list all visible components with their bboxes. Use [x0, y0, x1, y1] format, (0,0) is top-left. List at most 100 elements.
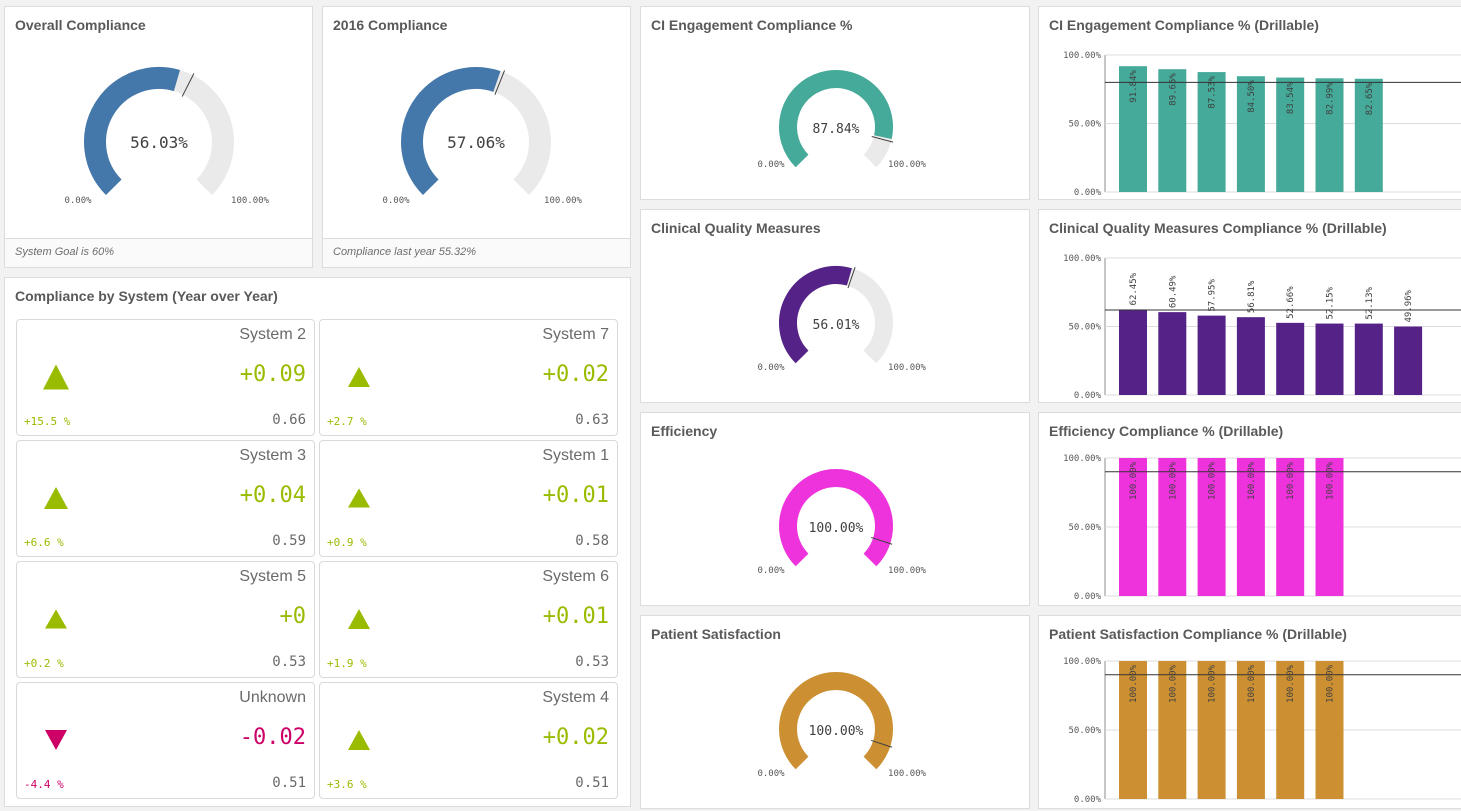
bar[interactable]: [1236, 317, 1265, 395]
bar-value-label: 89.65%: [1168, 73, 1178, 106]
y-tick-label: 100.00%: [1063, 254, 1102, 264]
panel-title: CI Engagement Compliance %: [651, 17, 853, 33]
patient-satisfaction-bar-chart[interactable]: 100.00% 50.00% 0.00% 100.00% 100.00% 100.00% 1…: [1039, 616, 1461, 810]
bar[interactable]: [1276, 322, 1305, 395]
bar[interactable]: [1158, 458, 1187, 596]
kpi-current-value: 0.58: [575, 533, 609, 549]
panel-title: Efficiency Compliance % (Drillable): [1049, 423, 1284, 439]
patient-satisfaction-gauge: 100.00% 0.00% 100.00%: [757, 672, 927, 779]
kpi-card[interactable]: System 7 +0.02 +2.7 % 0.63: [319, 319, 618, 436]
bar[interactable]: [1197, 458, 1226, 596]
bar[interactable]: [1158, 312, 1187, 395]
bar[interactable]: [1236, 661, 1265, 799]
bar-value-label: 100.00%: [1326, 664, 1336, 703]
bar[interactable]: [1197, 661, 1226, 799]
ci-engagement-gauge-panel[interactable]: CI Engagement Compliance % 87.84% 0.00% 10…: [640, 6, 1030, 200]
ci-engagement-bar-chart[interactable]: 100.00% 50.00% 0.00% 91.84% 89.65% 87.53% 84.5…: [1039, 7, 1461, 201]
gauge-value-arc: [401, 67, 501, 196]
bar[interactable]: [1354, 78, 1383, 192]
patient-satisfaction-bar-panel[interactable]: Patient Satisfaction Compliance % (Drill…: [1038, 615, 1461, 809]
kpi-system-name: System 7: [542, 326, 609, 343]
gauge-min-label: 0.00%: [757, 160, 785, 170]
bar[interactable]: [1119, 66, 1147, 192]
bar-value-label: 100.00%: [1286, 664, 1296, 703]
kpi-delta-value: +0.09: [239, 362, 306, 387]
bar[interactable]: [1158, 69, 1187, 192]
kpi-current-value: 0.66: [272, 412, 306, 428]
panel-title: Overall Compliance: [15, 17, 146, 33]
gauge-value-label: 56.01%: [813, 318, 860, 333]
efficiency-gauge-panel[interactable]: Efficiency 100.00% 0.00% 100.00%: [640, 412, 1030, 606]
efficiency-bar-chart[interactable]: 100.00% 50.00% 0.00% 100.00% 100.00% 100.00% 1…: [1039, 413, 1461, 607]
bar[interactable]: [1315, 661, 1344, 799]
bar-value-label: 62.45%: [1129, 272, 1139, 305]
bar[interactable]: [1394, 326, 1423, 395]
gauge-reference-tick: [871, 739, 893, 748]
clinical-quality-bar-chart[interactable]: 100.00% 50.00% 0.00% 62.45% 60.49% 57.95% 56.8…: [1039, 210, 1461, 404]
bar-value-label: 82.65%: [1365, 82, 1375, 115]
kpi-current-value: 0.53: [272, 654, 306, 670]
kpi-card[interactable]: System 1 +0.01 +0.9 % 0.58: [319, 440, 618, 557]
y-tick-label: 0.00%: [1074, 188, 1102, 198]
panel-title: Patient Satisfaction: [651, 626, 781, 642]
compliance-2016-panel[interactable]: 2016 Compliance 57.06% 0.00% 100.00% Compl…: [322, 6, 631, 268]
efficiency-bar-panel[interactable]: Efficiency Compliance % (Drillable) 100.…: [1038, 412, 1461, 606]
ci-engagement-gauge: 87.84% 0.00% 100.00%: [757, 70, 927, 170]
bar[interactable]: [1276, 661, 1305, 799]
kpi-card[interactable]: System 5 +0 +0.2 % 0.53: [16, 561, 315, 678]
kpi-delta-value: -0.02: [239, 725, 306, 750]
bar[interactable]: [1197, 315, 1226, 395]
kpi-card[interactable]: System 2 +0.09 +15.5 % 0.66: [16, 319, 315, 436]
panel-title: 2016 Compliance: [333, 17, 448, 33]
bar[interactable]: [1119, 661, 1147, 799]
kpi-card[interactable]: System 4 +0.02 +3.6 % 0.51: [319, 682, 618, 799]
efficiency-gauge: 100.00% 0.00% 100.00%: [757, 469, 927, 576]
bar[interactable]: [1119, 458, 1147, 596]
compliance-by-system-panel[interactable]: Compliance by System (Year over Year) Sy…: [4, 277, 631, 807]
bar-value-label: 100.00%: [1326, 461, 1336, 500]
gauge-min-label: 0.00%: [757, 363, 785, 373]
bar[interactable]: [1197, 72, 1226, 192]
bar-value-label: 52.15%: [1326, 286, 1336, 319]
gauge-max-label: 100.00%: [231, 196, 270, 206]
kpi-delta-value: +0.01: [542, 604, 609, 629]
clinical-quality-gauge-panel[interactable]: Clinical Quality Measures 56.01% 0.00% 100…: [640, 209, 1030, 403]
last-year-note: Compliance last year 55.32%: [333, 246, 477, 258]
bar-value-label: 60.49%: [1168, 275, 1178, 308]
kpi-system-name: System 4: [542, 689, 609, 706]
bar[interactable]: [1276, 458, 1305, 596]
bar-value-label: 100.00%: [1168, 461, 1178, 500]
clinical-quality-bar-panel[interactable]: Clinical Quality Measures Compliance % (…: [1038, 209, 1461, 403]
bar[interactable]: [1315, 323, 1344, 395]
kpi-card[interactable]: Unknown -0.02 -4.4 % 0.51: [16, 682, 315, 799]
bar-value-label: 91.84%: [1129, 70, 1139, 103]
bar[interactable]: [1119, 309, 1147, 395]
y-tick-label: 50.00%: [1068, 323, 1101, 333]
trend-up-icon: [348, 488, 370, 508]
bar[interactable]: [1236, 458, 1265, 596]
gauge-reference-tick: [871, 136, 894, 143]
panel-title: Patient Satisfaction Compliance % (Drill…: [1049, 626, 1347, 642]
kpi-delta-value: +0: [279, 604, 307, 629]
gauge-reference-tick: [847, 267, 856, 289]
bar[interactable]: [1158, 661, 1187, 799]
patient-satisfaction-gauge-panel[interactable]: Patient Satisfaction 100.00% 0.00% 100.00%: [640, 615, 1030, 809]
bar-value-label: 56.81%: [1247, 280, 1257, 313]
gauge-max-label: 100.00%: [888, 769, 927, 779]
kpi-card[interactable]: System 6 +0.01 +1.9 % 0.53: [319, 561, 618, 678]
kpi-card[interactable]: System 3 +0.04 +6.6 % 0.59: [16, 440, 315, 557]
bar-value-label: 84.50%: [1247, 80, 1257, 113]
y-tick-label: 50.00%: [1068, 726, 1101, 736]
overall-compliance-panel[interactable]: Overall Compliance 56.03% 0.00% 100.00% Sy…: [4, 6, 313, 268]
ci-engagement-bar-panel[interactable]: CI Engagement Compliance % (Drillable) 1…: [1038, 6, 1461, 200]
bar-value-label: 100.00%: [1129, 664, 1139, 703]
bar[interactable]: [1315, 458, 1344, 596]
kpi-delta-value: +0.01: [542, 483, 609, 508]
gauge-value-label: 100.00%: [809, 724, 864, 739]
bar[interactable]: [1354, 323, 1383, 395]
bar[interactable]: [1315, 78, 1344, 192]
trend-up-icon: [44, 487, 68, 509]
bar[interactable]: [1236, 76, 1265, 192]
gauge-max-label: 100.00%: [888, 160, 927, 170]
bar[interactable]: [1276, 77, 1305, 192]
